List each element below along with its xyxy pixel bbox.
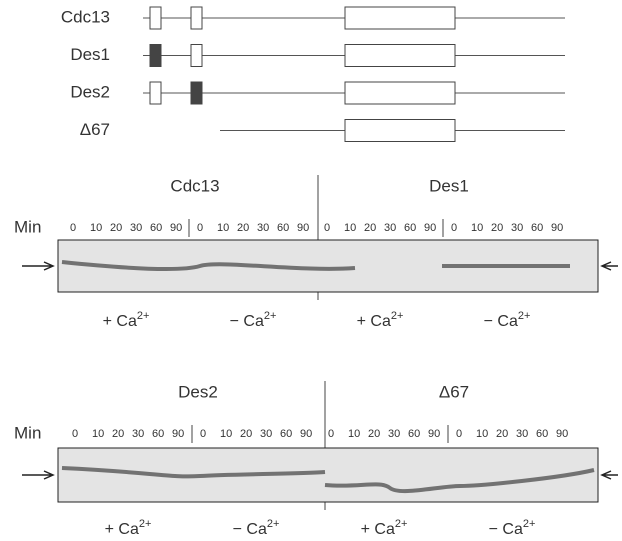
construct-box (190, 81, 203, 105)
gel-band (61, 260, 570, 271)
time-label: 0 (328, 428, 334, 440)
condition-text: + Ca (103, 313, 137, 330)
construct-box (149, 81, 162, 105)
time-label: 20 (112, 428, 124, 440)
time-label: 20 (110, 222, 122, 234)
time-label: 0 (456, 428, 462, 440)
condition-text: − Ca (230, 313, 264, 330)
time-label: 60 (152, 428, 164, 440)
condition-sup: 2+ (267, 518, 280, 530)
condition-label: + Ca2+ (357, 310, 404, 330)
condition-sup: 2+ (391, 310, 404, 322)
time-label: 30 (260, 428, 272, 440)
time-label: 20 (491, 222, 503, 234)
arrow-left (22, 470, 55, 480)
construct-domain (344, 6, 456, 30)
condition-text: − Ca (233, 521, 267, 538)
condition-label: − Ca2+ (233, 518, 280, 538)
time-label: 10 (90, 222, 102, 234)
condition-text: + Ca (361, 521, 395, 538)
condition-sup: 2+ (523, 518, 536, 530)
condition-sup: 2+ (264, 310, 277, 322)
condition-label: − Ca2+ (484, 310, 531, 330)
time-label: 10 (348, 428, 360, 440)
condition-label: + Ca2+ (103, 310, 150, 330)
condition-text: + Ca (357, 313, 391, 330)
time-label: 0 (200, 428, 206, 440)
time-label: 10 (220, 428, 232, 440)
condition-label: + Ca2+ (105, 518, 152, 538)
time-label: 30 (388, 428, 400, 440)
condition-sup: 2+ (139, 518, 152, 530)
time-label: 20 (240, 428, 252, 440)
time-label: 60 (404, 222, 416, 234)
construct-domain (344, 44, 456, 67)
group-label: Cdc13 (170, 176, 219, 195)
construct-box (190, 6, 203, 30)
time-label: 60 (277, 222, 289, 234)
time-label: 0 (197, 222, 203, 234)
time-label: 60 (531, 222, 543, 234)
construct-label: Des1 (70, 45, 110, 64)
condition-sup: 2+ (518, 310, 531, 322)
condition-text: − Ca (484, 313, 518, 330)
time-label: 60 (536, 428, 548, 440)
min-label: Min (14, 217, 41, 236)
construct-label: Des2 (70, 82, 110, 101)
time-label: 30 (384, 222, 396, 234)
time-label: 30 (516, 428, 528, 440)
time-label: 10 (92, 428, 104, 440)
time-label: 30 (132, 428, 144, 440)
time-label: 10 (217, 222, 229, 234)
group-label: Des2 (178, 382, 218, 401)
time-label: 90 (551, 222, 563, 234)
construct-box (149, 44, 162, 67)
time-label: 20 (368, 428, 380, 440)
time-label: 90 (170, 222, 182, 234)
time-label: 90 (300, 428, 312, 440)
construct-box (190, 44, 203, 67)
condition-label: − Ca2+ (230, 310, 277, 330)
gel-band (61, 466, 595, 494)
construct-domain (344, 119, 456, 142)
construct-label: Δ67 (80, 120, 110, 139)
time-label: 90 (172, 428, 184, 440)
time-label: 0 (451, 222, 457, 234)
condition-label: − Ca2+ (489, 518, 536, 538)
construct-box (149, 6, 162, 30)
time-label: 30 (257, 222, 269, 234)
arrow-right (600, 470, 618, 480)
time-label: 90 (424, 222, 436, 234)
time-label: 60 (280, 428, 292, 440)
construct-domain (344, 81, 456, 105)
condition-text: + Ca (105, 521, 139, 538)
time-label: 20 (237, 222, 249, 234)
time-label: 60 (150, 222, 162, 234)
time-label: 10 (344, 222, 356, 234)
time-label: 10 (476, 428, 488, 440)
condition-sup: 2+ (395, 518, 408, 530)
time-label: 10 (471, 222, 483, 234)
time-label: 30 (511, 222, 523, 234)
time-label: 0 (70, 222, 76, 234)
group-label: Des1 (429, 176, 469, 195)
condition-sup: 2+ (137, 310, 150, 322)
condition-text: − Ca (489, 521, 523, 538)
time-label: 20 (496, 428, 508, 440)
time-label: 20 (364, 222, 376, 234)
time-label: 90 (556, 428, 568, 440)
time-label: 60 (408, 428, 420, 440)
time-label: 90 (428, 428, 440, 440)
group-label: Δ67 (439, 382, 469, 401)
time-label: 90 (297, 222, 309, 234)
time-label: 0 (324, 222, 330, 234)
arrow-right (600, 261, 618, 271)
min-label: Min (14, 423, 41, 442)
time-label: 30 (130, 222, 142, 234)
construct-label: Cdc13 (61, 7, 110, 26)
time-label: 0 (72, 428, 78, 440)
condition-label: + Ca2+ (361, 518, 408, 538)
arrow-left (22, 261, 55, 271)
